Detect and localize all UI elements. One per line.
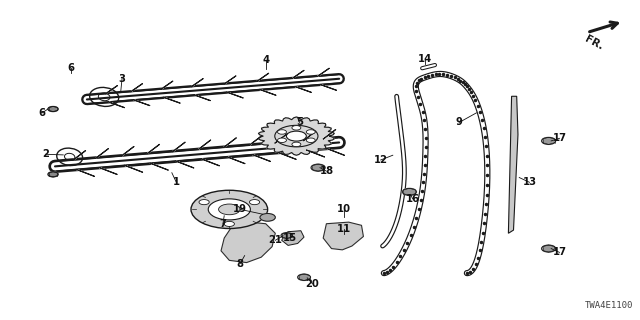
Circle shape: [403, 188, 417, 196]
Circle shape: [311, 164, 325, 171]
Polygon shape: [99, 167, 117, 174]
Polygon shape: [303, 131, 316, 140]
Circle shape: [199, 200, 209, 205]
Circle shape: [260, 213, 275, 221]
Text: 7: 7: [220, 219, 227, 229]
Text: 12: 12: [374, 155, 388, 165]
Polygon shape: [194, 95, 211, 100]
Polygon shape: [323, 130, 336, 139]
Polygon shape: [317, 68, 329, 76]
Text: 18: 18: [319, 166, 333, 176]
Polygon shape: [326, 148, 344, 155]
Polygon shape: [202, 159, 220, 166]
Polygon shape: [253, 155, 271, 162]
Polygon shape: [150, 163, 168, 170]
Circle shape: [278, 138, 287, 142]
Circle shape: [281, 233, 292, 238]
Text: FR.: FR.: [583, 34, 605, 52]
Text: 20: 20: [305, 279, 319, 289]
Polygon shape: [323, 222, 364, 250]
Polygon shape: [292, 70, 304, 78]
Text: 5: 5: [296, 117, 303, 127]
Polygon shape: [224, 138, 236, 147]
Polygon shape: [125, 165, 143, 172]
Polygon shape: [275, 133, 287, 143]
Polygon shape: [224, 76, 236, 84]
Text: 3: 3: [118, 74, 125, 84]
Text: 13: 13: [522, 177, 536, 187]
Circle shape: [292, 142, 301, 147]
Polygon shape: [108, 102, 125, 108]
Polygon shape: [147, 144, 159, 154]
Text: 6: 6: [38, 108, 45, 118]
Text: 4: 4: [262, 55, 269, 65]
Polygon shape: [250, 136, 262, 145]
Polygon shape: [176, 161, 194, 168]
Polygon shape: [227, 92, 243, 98]
Circle shape: [278, 130, 287, 134]
Text: 9: 9: [456, 117, 463, 127]
Polygon shape: [173, 142, 185, 152]
Polygon shape: [164, 97, 180, 103]
Polygon shape: [161, 81, 173, 89]
Polygon shape: [257, 73, 269, 81]
Polygon shape: [122, 147, 134, 156]
Text: 21: 21: [268, 235, 282, 245]
Polygon shape: [134, 100, 150, 106]
Text: 15: 15: [283, 233, 297, 243]
Text: 17: 17: [552, 247, 566, 257]
Polygon shape: [131, 84, 143, 92]
Circle shape: [48, 107, 58, 112]
Polygon shape: [96, 149, 108, 158]
Circle shape: [541, 245, 556, 252]
Circle shape: [307, 130, 316, 134]
Polygon shape: [278, 152, 296, 159]
Polygon shape: [259, 117, 334, 155]
Polygon shape: [73, 151, 86, 160]
Circle shape: [298, 274, 310, 280]
Polygon shape: [508, 96, 518, 233]
Circle shape: [48, 172, 58, 177]
Circle shape: [191, 190, 268, 228]
Circle shape: [224, 221, 234, 227]
Polygon shape: [191, 79, 203, 87]
Text: 10: 10: [337, 204, 351, 214]
Text: 6: 6: [67, 63, 74, 73]
Polygon shape: [76, 169, 94, 176]
Circle shape: [292, 125, 301, 130]
Polygon shape: [282, 231, 304, 245]
Circle shape: [287, 131, 307, 141]
Polygon shape: [321, 84, 337, 90]
Circle shape: [307, 138, 316, 142]
Text: 8: 8: [237, 259, 244, 268]
Polygon shape: [227, 157, 245, 164]
Circle shape: [541, 137, 556, 144]
Text: 16: 16: [406, 194, 420, 204]
Circle shape: [219, 204, 240, 215]
Polygon shape: [295, 87, 311, 92]
Circle shape: [208, 199, 250, 220]
Text: 17: 17: [552, 133, 566, 143]
Polygon shape: [198, 140, 211, 149]
Text: 11: 11: [337, 223, 351, 234]
Text: 14: 14: [419, 54, 433, 64]
Text: 1: 1: [173, 177, 180, 187]
Polygon shape: [106, 86, 117, 94]
Text: TWA4E1100: TWA4E1100: [584, 301, 633, 310]
Polygon shape: [307, 150, 324, 157]
Polygon shape: [260, 90, 276, 95]
Text: 2: 2: [42, 149, 49, 159]
Text: 19: 19: [233, 204, 247, 214]
Polygon shape: [221, 222, 275, 263]
Circle shape: [250, 200, 260, 205]
